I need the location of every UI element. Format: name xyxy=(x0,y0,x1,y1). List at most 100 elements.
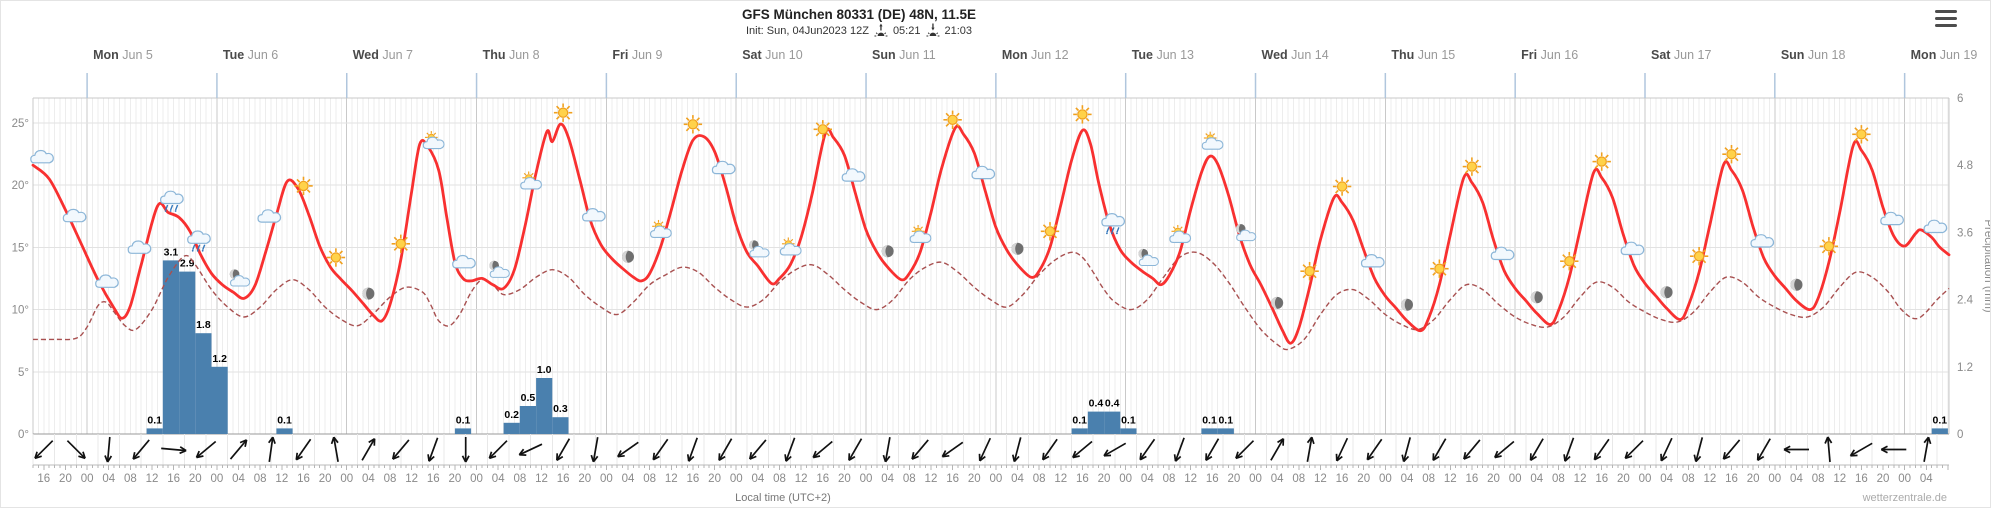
sky-icon-moon xyxy=(1401,298,1413,311)
precip-bar xyxy=(1931,428,1948,434)
precip-bar xyxy=(454,428,472,434)
hour-label: 08 xyxy=(1682,473,1695,485)
x-axis-title: Local time (UTC+2) xyxy=(735,492,831,504)
hour-label: 12 xyxy=(1184,473,1197,485)
wind-arrow xyxy=(488,440,508,460)
sky-icon-sun xyxy=(553,103,573,122)
sky-icon-cloud xyxy=(62,208,87,223)
hour-label: 12 xyxy=(665,473,678,485)
day-label: Wed Jun 14 xyxy=(1262,48,1329,62)
precip-bar xyxy=(162,260,179,434)
sky-icon-moon xyxy=(881,245,894,258)
wind-arrow xyxy=(295,438,312,461)
day-label: Mon Jun 5 xyxy=(93,48,153,62)
sky-icon-cloud xyxy=(1880,211,1904,226)
hour-label: 08 xyxy=(513,473,526,485)
precip-bar xyxy=(276,428,293,434)
wind-arrow xyxy=(161,446,187,455)
wind-arrow xyxy=(1335,437,1349,462)
wind-arrow xyxy=(1205,438,1220,462)
wind-arrow xyxy=(229,439,248,460)
precip-bar xyxy=(503,422,520,434)
wind-arrow xyxy=(1432,438,1447,462)
sky-icon-sun xyxy=(294,176,313,196)
sky-icon-cloud xyxy=(452,254,476,269)
hour-label: 04 xyxy=(1401,473,1414,485)
sky-icon-sun xyxy=(391,234,410,254)
hour-label: 04 xyxy=(622,473,635,485)
hour-label: 20 xyxy=(1487,473,1500,485)
hour-label: 08 xyxy=(643,473,656,485)
precip-bar xyxy=(195,333,212,434)
hour-label: 04 xyxy=(1141,473,1154,485)
day-label: Sun Jun 18 xyxy=(1781,48,1846,62)
wind-arrow xyxy=(1660,437,1673,462)
hour-label: 00 xyxy=(860,473,873,485)
hour-label: 12 xyxy=(405,473,418,485)
precip-bar xyxy=(211,366,228,434)
hour-label: 04 xyxy=(1920,473,1933,485)
wind-arrow xyxy=(686,437,698,462)
hour-label: 04 xyxy=(492,473,505,485)
sky-icon-sun xyxy=(1300,262,1319,281)
sky-icon-sun xyxy=(813,120,832,139)
wind-arrow xyxy=(66,440,86,460)
wind-arrow xyxy=(617,441,639,458)
hour-label: 20 xyxy=(449,473,462,485)
precip-axis-title: Precipitation (mm) xyxy=(1982,219,1991,312)
sky-icon-rain xyxy=(1101,212,1126,235)
hour-label: 00 xyxy=(1119,473,1132,485)
hour-label: 00 xyxy=(81,473,94,485)
hour-label: 00 xyxy=(1379,473,1392,485)
precip-bar xyxy=(1120,428,1137,434)
hour-label: 16 xyxy=(37,473,50,485)
wind-arrow xyxy=(590,437,599,463)
sky-icon-sun-cloud xyxy=(649,219,672,238)
precip-bar-label: 0.1 xyxy=(1072,414,1087,426)
wind-arrow xyxy=(1139,438,1156,461)
day-label: Thu Jun 15 xyxy=(1391,48,1455,62)
hour-label: 16 xyxy=(1206,473,1219,485)
hour-label: 12 xyxy=(1314,473,1327,485)
hour-label: 00 xyxy=(211,473,224,485)
sky-icon-sun xyxy=(1073,105,1092,124)
day-axis-layer: Mon Jun 5 Tue Jun 6 Wed Jun 7 Thu Jun 8 Fri … xyxy=(86,48,1977,98)
hour-label: 20 xyxy=(838,473,851,485)
hamburger-menu-button[interactable] xyxy=(1935,10,1957,27)
sky-icon-cloud xyxy=(1490,246,1515,261)
hour-label: 08 xyxy=(1292,473,1305,485)
wind-arrow xyxy=(268,436,276,463)
sky-icon-moon-cloud xyxy=(1138,248,1159,267)
hour-label: 20 xyxy=(189,473,202,485)
sky-icon-sun xyxy=(1722,144,1741,164)
precip-bar xyxy=(1087,411,1104,434)
hour-label: 08 xyxy=(254,473,267,485)
precip-bar xyxy=(519,406,536,434)
wind-arrow xyxy=(1072,440,1093,459)
chart-header: GFS München 80331 (DE) 48N, 11.5E Init: … xyxy=(742,7,976,38)
precip-bar-label: 0.3 xyxy=(553,403,568,415)
sky-icon-cloud xyxy=(971,165,996,180)
precip-bar-label: 0.1 xyxy=(1121,414,1136,426)
hour-label: 12 xyxy=(275,473,288,485)
hour-label: 20 xyxy=(1098,473,1111,485)
hour-label: 04 xyxy=(1271,473,1284,485)
hour-label: 20 xyxy=(319,473,332,485)
wind-arrow xyxy=(1401,437,1412,463)
wind-arrow xyxy=(1529,438,1544,462)
wind-arrow xyxy=(195,440,217,459)
sky-icon-sun xyxy=(1430,259,1449,278)
hamburger-icon xyxy=(1935,10,1957,14)
hour-label: 20 xyxy=(59,473,72,485)
hour-label: 00 xyxy=(340,473,353,485)
wind-arrow xyxy=(882,437,891,463)
sky-icons-layer xyxy=(30,103,1948,311)
wind-arrow xyxy=(1235,440,1255,460)
hour-label: 16 xyxy=(297,473,310,485)
sky-icon-moon-cloud xyxy=(489,260,510,278)
precip-tick-label: 6 xyxy=(1957,93,1963,105)
sky-icon-sun-cloud xyxy=(520,171,543,190)
wind-arrow xyxy=(718,438,733,462)
precip-bar xyxy=(1201,428,1218,434)
precip-bar-label: 0.5 xyxy=(521,392,536,404)
